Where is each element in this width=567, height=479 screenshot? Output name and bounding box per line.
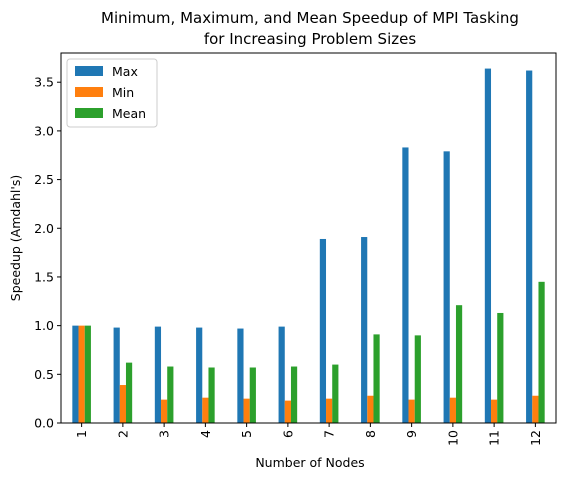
bar-max-11 — [484, 68, 492, 423]
bar-max-8 — [361, 237, 368, 423]
x-tick-label: 5 — [239, 430, 254, 438]
bar-mean-3 — [167, 366, 174, 423]
y-tick-label: 3.5 — [34, 75, 54, 90]
bar-mean-8 — [373, 334, 380, 423]
bar-min-12 — [532, 395, 539, 423]
y-axis-label: Speedup (Amdahl's) — [8, 175, 23, 301]
x-axis-label: Number of Nodes — [255, 455, 364, 470]
bar-max-10 — [443, 151, 450, 423]
bar-mean-4 — [208, 367, 215, 423]
bar-min-1 — [78, 325, 85, 423]
bar-mean-9 — [414, 335, 421, 423]
bar-max-5 — [237, 328, 244, 423]
x-tick-label: 11 — [487, 430, 502, 446]
legend-label-max: Max — [112, 64, 138, 79]
bars-group — [72, 68, 545, 423]
bar-max-4 — [196, 327, 203, 423]
plot-frame — [60, 52, 557, 424]
legend-swatch-mean — [75, 108, 103, 118]
bar-min-6 — [284, 400, 291, 423]
x-tick-label: 2 — [115, 430, 130, 438]
x-tick-label: 4 — [198, 430, 213, 438]
x-tick-label: 7 — [322, 430, 337, 438]
bar-max-1 — [72, 325, 79, 423]
legend-label-mean: Mean — [112, 106, 146, 121]
x-tick-label: 12 — [528, 430, 543, 446]
x-tick-label: 8 — [363, 430, 378, 438]
bar-mean-12 — [538, 281, 545, 423]
legend-label-min: Min — [112, 85, 134, 100]
y-axis: 0.0 0.5 1.0 1.5 2.0 2.5 3.0 3.5 — [34, 75, 61, 431]
bar-mean-7 — [332, 364, 339, 423]
bar-mean-10 — [455, 305, 463, 423]
bar-min-2 — [119, 385, 126, 423]
bar-mean-6 — [290, 366, 298, 423]
x-axis: 1 2 3 4 5 6 7 8 9 10 11 12 — [74, 423, 543, 446]
bar-mean-2 — [125, 362, 133, 423]
legend: Max Min Mean — [66, 58, 158, 128]
y-tick-label: 2.0 — [34, 221, 54, 236]
bar-min-10 — [449, 397, 456, 423]
x-tick-label: 3 — [157, 430, 172, 438]
x-tick-label: 6 — [280, 430, 295, 438]
legend-swatch-min — [75, 87, 103, 97]
y-tick-label: 1.0 — [34, 318, 54, 333]
bar-max-2 — [113, 327, 120, 423]
y-tick-label: 1.5 — [34, 269, 54, 284]
bar-mean-1 — [84, 325, 91, 423]
chart-subtitle: for Increasing Problem Sizes — [204, 30, 416, 48]
bar-min-9 — [408, 399, 415, 423]
bar-max-12 — [526, 70, 533, 423]
y-tick-label: 0.5 — [34, 367, 54, 382]
x-tick-label: 9 — [404, 430, 419, 438]
x-tick-label: 10 — [445, 430, 460, 446]
bar-min-3 — [161, 399, 168, 423]
bar-min-4 — [202, 397, 209, 423]
y-tick-label: 0.0 — [34, 416, 54, 431]
legend-swatch-max — [75, 66, 103, 76]
y-tick-label: 3.0 — [34, 123, 54, 138]
bar-max-7 — [319, 238, 327, 423]
bar-mean-11 — [497, 312, 504, 423]
x-tick-label: 1 — [74, 430, 89, 438]
bar-min-8 — [367, 395, 374, 423]
bar-max-9 — [402, 147, 409, 423]
bar-max-3 — [154, 326, 162, 423]
chart-title: Minimum, Maximum, and Mean Speedup of MP… — [101, 9, 519, 27]
bar-min-5 — [243, 398, 250, 423]
bar-min-7 — [326, 398, 333, 423]
y-tick-label: 2.5 — [34, 172, 54, 187]
bar-min-11 — [491, 399, 498, 423]
bar-max-6 — [278, 326, 285, 423]
bar-mean-5 — [249, 367, 256, 423]
